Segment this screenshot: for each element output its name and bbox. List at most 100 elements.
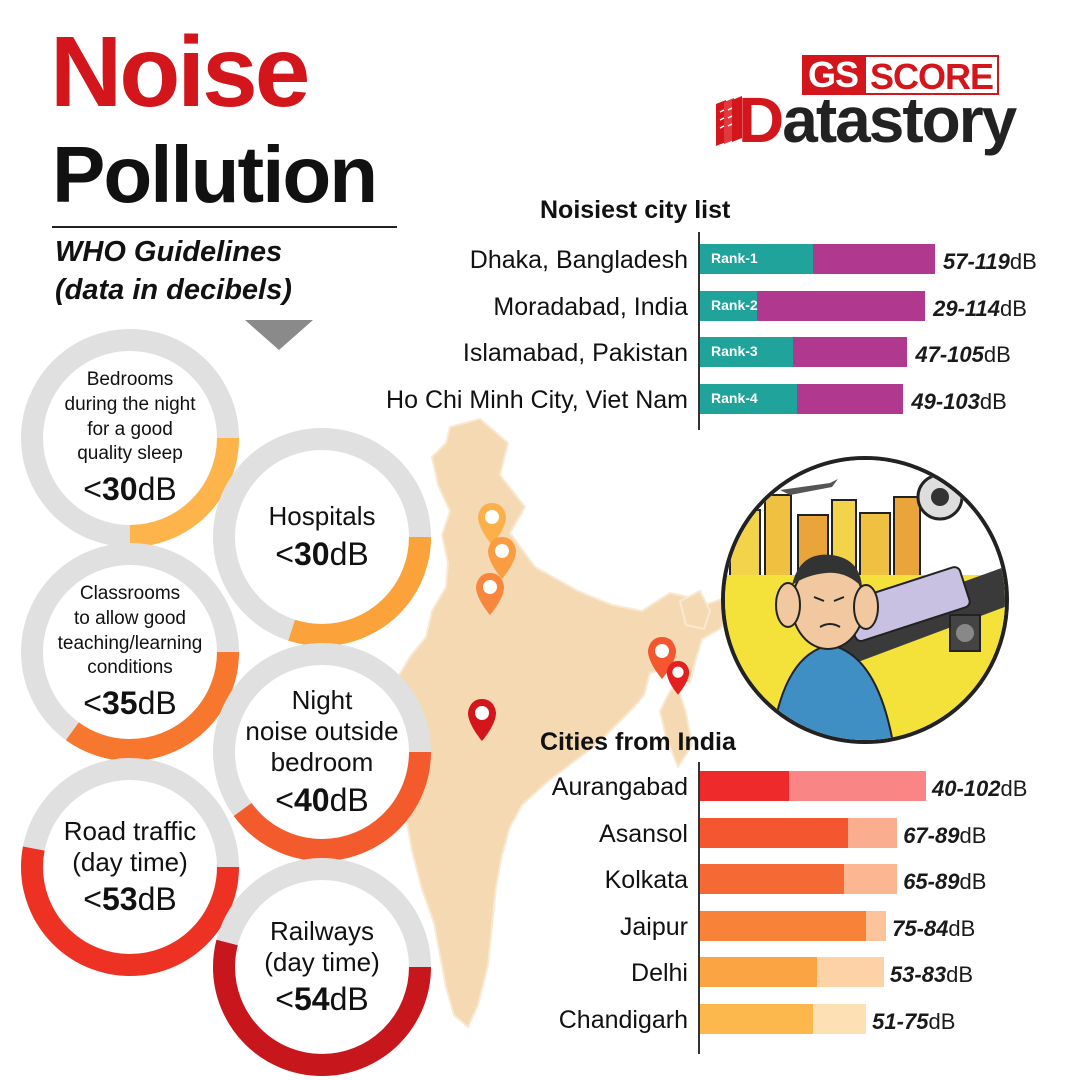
guideline-ring-road-traffic: Road traffic (day time) <53dB bbox=[18, 755, 242, 979]
guideline-description-line: conditions bbox=[87, 657, 173, 679]
logo-score-text: SCORE bbox=[864, 55, 1000, 97]
guideline-description-line: (day time) bbox=[264, 946, 380, 977]
guideline-description-line: for a good bbox=[87, 418, 173, 440]
city-label: Islamabad, Pakistan bbox=[462, 339, 688, 367]
noisiest-chart-axis bbox=[698, 232, 700, 430]
guideline-ring-railways: Railways (day time) <54dB bbox=[210, 855, 434, 1079]
logo-datastory-text: atastory bbox=[782, 84, 1017, 156]
city-label: Moradabad, India bbox=[493, 292, 688, 321]
down-arrow-icon bbox=[245, 320, 313, 350]
guideline-description: Bedrooms during the night for a good qualit… bbox=[65, 368, 196, 467]
range-value-label: 40-102dB bbox=[932, 776, 1028, 801]
range-bar: Rank-4 bbox=[700, 383, 904, 414]
ring-fill bbox=[213, 643, 431, 861]
guideline-description: Classrooms to allow good teaching/learning… bbox=[58, 582, 203, 681]
ring-graphic bbox=[213, 643, 431, 861]
ring-fill bbox=[21, 758, 239, 976]
rank-label: Rank-1 bbox=[711, 250, 758, 266]
guideline-number: 30 bbox=[293, 535, 330, 572]
logo-d-text: D bbox=[738, 84, 784, 156]
range-value-label: 67-89dB bbox=[903, 822, 987, 848]
ring-graphic bbox=[213, 428, 431, 646]
guideline-value: <30dB bbox=[275, 535, 369, 572]
guideline-ring-hospitals: Hospitals <30dB bbox=[210, 425, 434, 649]
guideline-description-line: Hospitals bbox=[268, 501, 376, 532]
ring-text: Bedrooms during the night for a good qualit… bbox=[18, 326, 242, 550]
ring-text: Night noise outside bedroom <40dB bbox=[210, 640, 434, 864]
ring-text: Road traffic (day time) <53dB bbox=[18, 755, 242, 979]
guideline-description-line: quality sleep bbox=[77, 443, 183, 465]
rank-label: Rank-3 bbox=[711, 343, 758, 359]
guideline-description-line: noise outside bbox=[245, 716, 399, 747]
guideline-value: <53dB bbox=[83, 881, 177, 918]
guideline-description-line: Railways bbox=[269, 915, 374, 946]
ring-fill bbox=[21, 543, 239, 761]
guideline-number: 30 bbox=[101, 470, 138, 507]
bar-min-segment bbox=[700, 244, 813, 274]
ring-graphic bbox=[21, 329, 239, 547]
bar-max-segment bbox=[817, 957, 884, 987]
ring-text: Railways (day time) <54dB bbox=[210, 855, 434, 1079]
guideline-number: 35 bbox=[101, 684, 138, 721]
guideline-description-line: Classrooms bbox=[79, 583, 181, 605]
guideline-description-line: teaching/learning bbox=[57, 632, 203, 654]
map-pins bbox=[468, 503, 690, 741]
bar-max-segment bbox=[796, 383, 904, 414]
logo-gs-text: GS bbox=[802, 55, 865, 95]
book-icon bbox=[716, 96, 742, 146]
bar-max-segment bbox=[866, 910, 887, 941]
bar-max-segment bbox=[788, 771, 926, 801]
who-guidelines-heading: WHO Guidelines bbox=[55, 236, 283, 268]
bar-min-segment bbox=[700, 383, 797, 414]
range-value-label: 49-103dB bbox=[911, 388, 1007, 414]
guideline-description-line: during the night bbox=[64, 393, 196, 415]
guideline-ring-classrooms: Classrooms to allow good teaching/learning… bbox=[18, 540, 242, 764]
range-value-label: 53-83dB bbox=[889, 962, 974, 987]
guideline-ring-night-outside: Night noise outside bedroom <40dB bbox=[210, 640, 434, 864]
guideline-description: Night noise outside bedroom bbox=[245, 685, 398, 777]
guideline-description-line: (day time) bbox=[72, 846, 188, 877]
guideline-ring-bedrooms: Bedrooms during the night for a good qualit… bbox=[18, 326, 242, 550]
range-value-label: 47-105dB bbox=[915, 342, 1011, 367]
bar-max-segment bbox=[792, 337, 908, 367]
ring-fill bbox=[213, 428, 431, 646]
guideline-description-line: to allow good bbox=[74, 607, 186, 629]
range-value-label: 65-89dB bbox=[903, 869, 987, 894]
rank-label: Rank-4 bbox=[711, 389, 758, 406]
india-chart-axis bbox=[698, 762, 700, 1054]
city-label: Dhaka, Bangladesh bbox=[469, 246, 688, 274]
guideline-number: 53 bbox=[101, 881, 138, 918]
title-divider bbox=[52, 226, 397, 228]
guideline-description-line: Bedrooms bbox=[86, 369, 174, 391]
gs-score-logo: GS SCORE bbox=[802, 55, 1034, 97]
guideline-value: <30dB bbox=[83, 470, 177, 507]
guideline-description: Railways (day time) bbox=[264, 916, 380, 977]
guideline-description: Hospitals bbox=[269, 501, 376, 532]
ring-graphic bbox=[21, 758, 239, 976]
guideline-description-line: bedroom bbox=[270, 746, 374, 777]
range-bar: Rank-1 bbox=[700, 244, 935, 274]
ring-text: Hospitals <30dB bbox=[210, 425, 434, 649]
range-bar: Rank-3 bbox=[700, 337, 908, 367]
page-title-line-2: Pollution bbox=[52, 130, 378, 219]
guideline-description-line: Road traffic bbox=[63, 815, 197, 846]
noisiest-city-list-title: Noisiest city list bbox=[540, 196, 731, 224]
range-value-label: 57-119dB bbox=[943, 249, 1037, 274]
ring-graphic bbox=[21, 543, 239, 761]
range-value-label: 75-84dB bbox=[892, 915, 976, 941]
bar-max-segment bbox=[848, 817, 898, 848]
ring-graphic bbox=[213, 858, 431, 1076]
bar-min-segment bbox=[700, 337, 793, 367]
guideline-value: <54dB bbox=[275, 981, 369, 1018]
bar-max-segment bbox=[812, 244, 935, 274]
cities-from-india-title: Cities from India bbox=[540, 728, 736, 756]
bar-min-segment bbox=[700, 290, 758, 321]
bar-max-segment bbox=[757, 290, 926, 321]
guideline-value: <40dB bbox=[275, 781, 369, 818]
guideline-number: 54 bbox=[293, 981, 330, 1018]
datastory-logo: Datastory bbox=[738, 88, 1017, 152]
guideline-value: <35dB bbox=[83, 684, 177, 721]
guideline-description-line: Night bbox=[291, 685, 353, 716]
rank-label: Rank-2 bbox=[711, 296, 758, 313]
ring-text: Classrooms to allow good teaching/learning… bbox=[18, 540, 242, 764]
